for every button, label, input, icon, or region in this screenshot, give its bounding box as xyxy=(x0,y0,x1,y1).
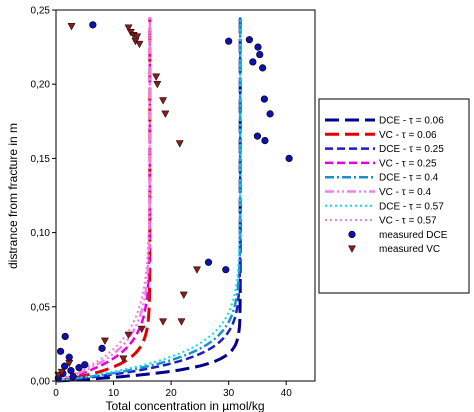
data-point-dce xyxy=(75,364,83,372)
legend-label: DCE - τ = 0.06 xyxy=(379,116,444,127)
data-point-vc xyxy=(133,33,142,41)
series-line xyxy=(55,17,242,383)
legend-item: measured VC xyxy=(347,244,440,255)
data-point-vc xyxy=(177,318,186,326)
legend-label: VC - τ = 0.25 xyxy=(379,158,437,169)
data-point-dce xyxy=(256,50,264,59)
data-point-dce xyxy=(225,37,233,45)
data-point-dce xyxy=(98,344,106,352)
series-line xyxy=(55,17,151,382)
series-line xyxy=(55,17,152,383)
legend-item: VC - τ = 0.4 xyxy=(325,187,431,198)
data-point-dce xyxy=(249,58,257,66)
data-point-dce xyxy=(65,353,73,361)
data-point-dce xyxy=(245,36,253,44)
series-line xyxy=(55,17,152,383)
data-point-dce xyxy=(69,372,77,381)
x-tick-label: 40 xyxy=(281,388,293,399)
data-point-vc xyxy=(54,371,63,380)
legend-item: measured DCE xyxy=(348,230,448,241)
legend-swatch xyxy=(348,230,356,238)
legend-item: DCE - τ = 0.57 xyxy=(325,201,444,212)
data-point-vc xyxy=(65,359,74,368)
data-point-dce xyxy=(89,21,97,29)
y-tick-label: 0,25 xyxy=(31,6,51,17)
plot-frame xyxy=(55,9,316,382)
series-line xyxy=(55,17,242,383)
data-point-vc xyxy=(119,355,128,363)
data-point-dce xyxy=(261,136,269,145)
data-point-vc xyxy=(57,368,66,377)
x-tick-label: 10 xyxy=(108,388,120,399)
x-tick-label: 0 xyxy=(53,388,59,399)
data-point-dce xyxy=(253,132,262,140)
y-axis: 0,00 0,05 0,10 0,15 0,20 0,25 xyxy=(31,6,56,388)
data-point-dce xyxy=(81,361,89,369)
data-point-dce xyxy=(67,367,75,375)
series-line xyxy=(55,17,242,383)
x-axis-label: Total concentration in µmol/kg xyxy=(106,399,265,412)
data-point-dce xyxy=(57,347,65,355)
data-point-vc xyxy=(67,23,76,31)
y-tick-label: 0,05 xyxy=(31,302,51,313)
legend-item: VC - τ = 0.06 xyxy=(325,130,437,141)
data-point-vc xyxy=(179,291,188,300)
data-point-dce xyxy=(61,362,69,370)
data-point-dce xyxy=(204,258,213,266)
y-tick-label: 0,20 xyxy=(31,80,51,91)
legend-swatch xyxy=(347,245,357,253)
data-point-vc xyxy=(135,40,144,49)
data-point-dce xyxy=(260,95,268,103)
x-axis: 0 10 20 30 40 xyxy=(53,381,292,399)
y-axis-label: distrance from fracture in m xyxy=(6,123,20,269)
legend-item: DCE - τ = 0.06 xyxy=(325,116,444,127)
measured-points xyxy=(54,21,293,382)
x-tick-label: 30 xyxy=(223,388,235,399)
legend-item: DCE - τ = 0.4 xyxy=(325,173,439,184)
legend-label: DCE - τ = 0.25 xyxy=(379,144,444,155)
data-point-dce xyxy=(222,266,230,274)
y-tick-label: 0,15 xyxy=(31,154,51,165)
x-tick-label: 20 xyxy=(166,388,178,399)
legend-item: VC - τ = 0.25 xyxy=(325,158,437,169)
data-point-vc xyxy=(152,73,161,81)
y-tick-label: 0,10 xyxy=(31,228,51,239)
legend-label: DCE - τ = 0.57 xyxy=(379,201,444,212)
data-point-dce xyxy=(61,332,69,341)
legend-label: VC - τ = 0.57 xyxy=(379,216,437,227)
series-line xyxy=(55,17,152,383)
series-line xyxy=(55,17,242,382)
data-point-vc xyxy=(137,325,146,334)
data-point-vc xyxy=(159,318,168,326)
legend-label: VC - τ = 0.4 xyxy=(379,187,431,198)
data-point-vc xyxy=(124,24,133,32)
data-point-vc xyxy=(124,331,133,340)
legend-label: measured DCE xyxy=(379,230,448,241)
legend-label: DCE - τ = 0.4 xyxy=(379,173,439,184)
legend-label: measured VC xyxy=(379,244,440,255)
model-curves xyxy=(55,17,242,383)
data-point-dce xyxy=(285,154,293,162)
data-point-vc xyxy=(161,110,170,119)
legend-item: DCE - τ = 0.25 xyxy=(325,144,444,155)
data-point-dce xyxy=(254,43,262,51)
data-point-vc xyxy=(175,140,184,148)
data-point-dce xyxy=(266,110,274,118)
data-point-vc xyxy=(153,80,162,89)
data-point-dce xyxy=(259,64,267,72)
data-point-vc xyxy=(192,266,202,274)
legend-label: VC - τ = 0.06 xyxy=(379,130,437,141)
legend: DCE - τ = 0.06 VC - τ = 0.06 DCE - τ = 0.2… xyxy=(318,98,470,294)
data-point-vc xyxy=(159,97,168,105)
legend-box xyxy=(318,98,470,294)
legend-item: VC - τ = 0.57 xyxy=(325,216,437,227)
y-tick-label: 0,00 xyxy=(31,377,51,388)
data-point-vc xyxy=(100,337,109,346)
